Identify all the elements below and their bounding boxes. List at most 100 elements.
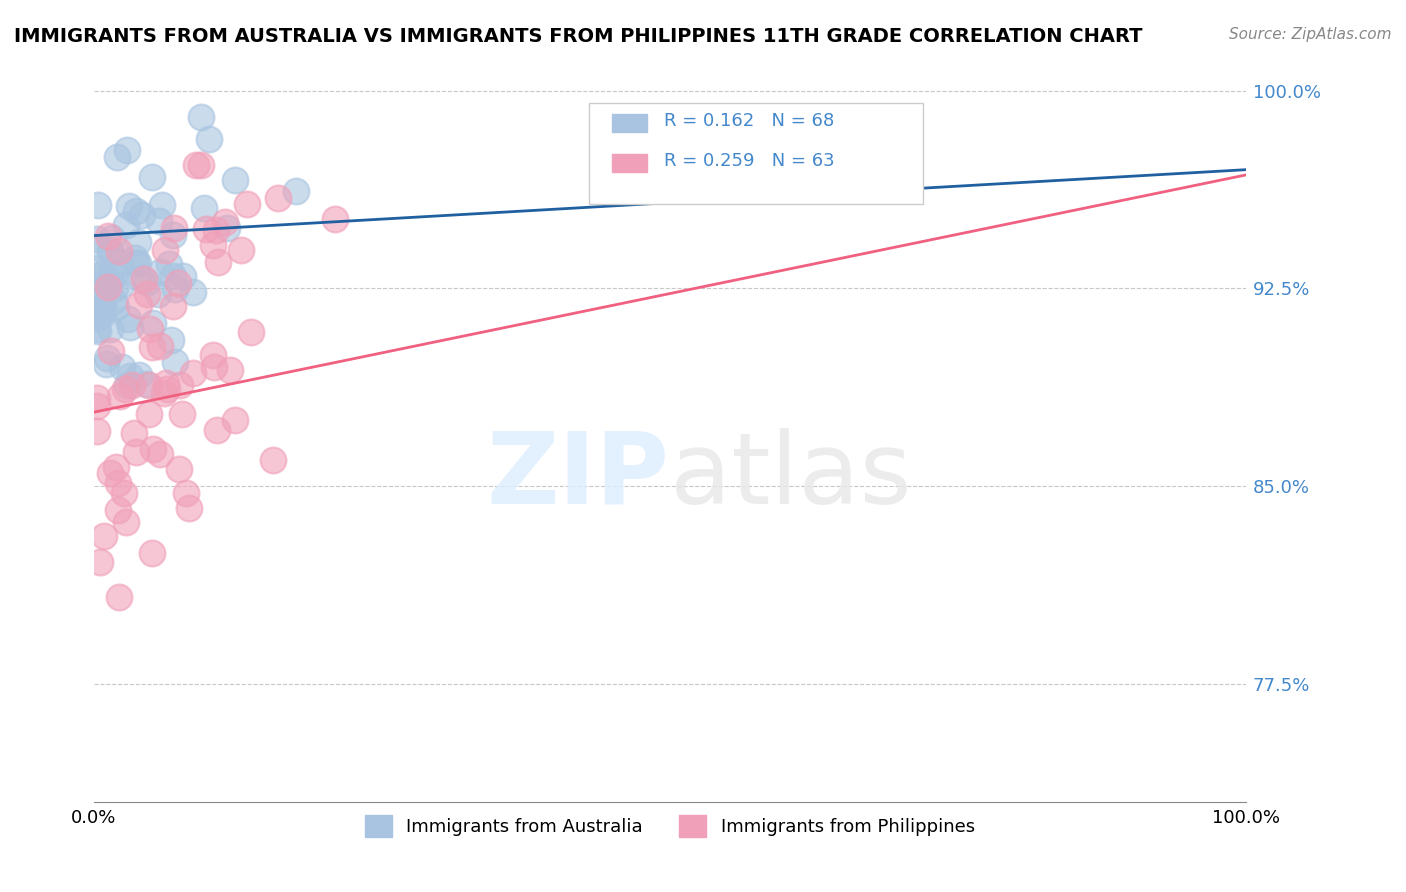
- Point: [87, 310, 110, 325]
- Point: [153, 386, 176, 401]
- Point: [148, 214, 170, 228]
- Point: [91, 309, 114, 323]
- Point: [86, 391, 108, 405]
- Point: [98, 467, 121, 481]
- Point: [215, 221, 238, 235]
- Text: R = 0.162   N = 68: R = 0.162 N = 68: [664, 112, 834, 130]
- Point: [149, 339, 172, 353]
- Point: [90, 302, 112, 317]
- Point: [190, 110, 212, 124]
- Point: [177, 501, 200, 516]
- Point: [93, 529, 115, 543]
- Point: [112, 486, 135, 500]
- Point: [93, 290, 115, 304]
- Text: ZIP: ZIP: [486, 427, 669, 524]
- Point: [90, 295, 112, 310]
- Point: [146, 287, 169, 301]
- Text: R = 0.259   N = 63: R = 0.259 N = 63: [664, 152, 835, 169]
- Text: Source: ZipAtlas.com: Source: ZipAtlas.com: [1229, 27, 1392, 42]
- Point: [139, 322, 162, 336]
- Point: [141, 546, 163, 560]
- Point: [205, 423, 228, 437]
- Point: [114, 382, 136, 396]
- Point: [149, 265, 172, 279]
- Point: [193, 201, 215, 215]
- Point: [160, 333, 183, 347]
- Point: [125, 445, 148, 459]
- Point: [114, 218, 136, 232]
- Point: [262, 453, 284, 467]
- Point: [87, 260, 110, 275]
- Point: [267, 191, 290, 205]
- Point: [163, 282, 186, 296]
- Point: [103, 293, 125, 308]
- Point: [136, 275, 159, 289]
- Point: [157, 257, 180, 271]
- Legend: Immigrants from Australia, Immigrants from Philippines: Immigrants from Australia, Immigrants fr…: [357, 807, 981, 844]
- Point: [181, 366, 204, 380]
- Point: [105, 301, 128, 315]
- Point: [129, 271, 152, 285]
- Point: [204, 223, 226, 237]
- Point: [162, 268, 184, 283]
- Point: [110, 277, 132, 292]
- Point: [91, 267, 114, 281]
- Point: [202, 359, 225, 374]
- Point: [104, 281, 127, 295]
- Point: [131, 207, 153, 221]
- Point: [118, 369, 141, 384]
- Point: [201, 348, 224, 362]
- Point: [86, 399, 108, 413]
- Point: [107, 503, 129, 517]
- Point: [214, 215, 236, 229]
- Point: [89, 555, 111, 569]
- Point: [86, 322, 108, 336]
- Point: [224, 173, 246, 187]
- Point: [142, 317, 165, 331]
- Point: [138, 407, 160, 421]
- Point: [201, 238, 224, 252]
- Point: [107, 475, 129, 490]
- Point: [111, 360, 134, 375]
- Point: [150, 198, 173, 212]
- Point: [165, 354, 187, 368]
- Point: [108, 255, 131, 269]
- Point: [86, 268, 108, 283]
- Point: [155, 376, 177, 390]
- Point: [181, 285, 204, 300]
- Point: [104, 460, 127, 475]
- Point: [121, 377, 143, 392]
- Point: [138, 378, 160, 392]
- Point: [97, 280, 120, 294]
- Point: [108, 389, 131, 403]
- Point: [155, 243, 177, 257]
- Point: [236, 196, 259, 211]
- Point: [100, 275, 122, 289]
- Point: [86, 232, 108, 246]
- Point: [87, 324, 110, 338]
- Point: [141, 169, 163, 184]
- Point: [207, 255, 229, 269]
- Point: [96, 351, 118, 365]
- Point: [117, 312, 139, 326]
- Point: [89, 241, 111, 255]
- Point: [128, 298, 150, 312]
- Point: [240, 326, 263, 340]
- Point: [86, 424, 108, 438]
- Point: [100, 244, 122, 259]
- Point: [162, 227, 184, 242]
- Point: [108, 591, 131, 605]
- Point: [166, 276, 188, 290]
- Point: [198, 132, 221, 146]
- Point: [219, 363, 242, 377]
- Point: [224, 413, 246, 427]
- Point: [195, 221, 218, 235]
- Point: [87, 198, 110, 212]
- Point: [323, 211, 346, 226]
- Point: [190, 158, 212, 172]
- Point: [105, 150, 128, 164]
- Point: [132, 272, 155, 286]
- Point: [142, 442, 165, 456]
- Point: [101, 264, 124, 278]
- Point: [93, 301, 115, 316]
